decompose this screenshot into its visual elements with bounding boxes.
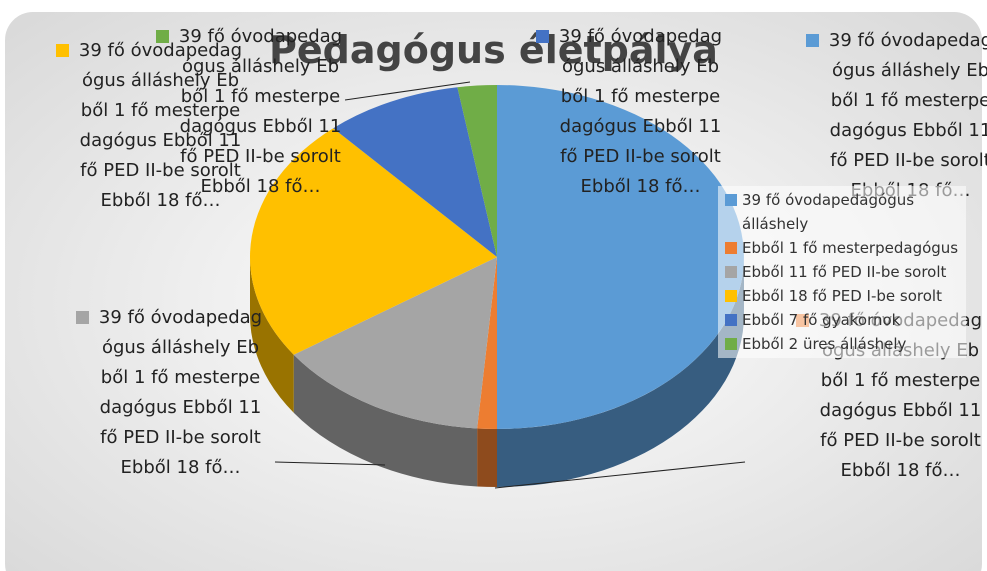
legend-item: Ebből 2 üres álláshely	[722, 332, 962, 356]
chart-title: Pedagógus életpálya	[269, 28, 718, 72]
legend-swatch	[725, 338, 737, 350]
leader-line	[274, 461, 386, 466]
slice-side	[293, 354, 478, 487]
legend-swatch	[725, 194, 737, 206]
legend-item: Ebből 7 fő gyakornok	[722, 308, 962, 332]
label-marker	[806, 34, 819, 47]
leader-line	[494, 461, 746, 489]
label-marker	[56, 44, 69, 57]
label-marker	[536, 30, 549, 43]
legend-item: Ebből 18 fő PED I-be sorolt	[722, 284, 962, 308]
legend-label: Ebből 11 fő PED II-be sorolt	[742, 263, 947, 281]
legend-label: 39 fő óvodapedagógus álláshely	[742, 191, 915, 233]
data-label: 39 fő óvodapedagógus álláshely Ebből 1 f…	[178, 26, 343, 197]
legend-label: Ebből 1 fő mesterpedagógus	[742, 239, 959, 257]
legend-label: Ebből 7 fő gyakornok	[742, 311, 901, 329]
legend-swatch	[725, 290, 737, 302]
slice	[250, 128, 497, 355]
data-label: 39 fő óvodapedagógus álláshely Ebből 1 f…	[828, 30, 987, 201]
slice-side	[477, 428, 497, 487]
legend-item: Ebből 1 fő mesterpedagógus	[722, 236, 962, 260]
data-label: 39 fő óvodapedagógus álláshely Ebből 1 f…	[78, 40, 243, 211]
data-label: 39 fő óvodapedagógus álláshely Ebből 1 f…	[98, 307, 263, 478]
slice	[333, 87, 497, 257]
slice	[497, 85, 744, 429]
legend-item: Ebből 11 fő PED II-be sorolt	[722, 260, 962, 284]
legend-item: 39 fő óvodapedagógus álláshely	[722, 188, 962, 236]
slice	[477, 257, 497, 429]
legend-swatch	[725, 314, 737, 326]
pie	[250, 85, 744, 487]
slice	[457, 85, 497, 257]
legend-swatch	[725, 242, 737, 254]
legend-label: Ebből 2 üres álláshely	[742, 335, 907, 353]
slice-side	[250, 257, 294, 413]
label-marker	[156, 30, 169, 43]
label-marker	[76, 311, 89, 324]
data-label: 39 fő óvodapedagógus álláshely Ebből 1 f…	[558, 26, 723, 197]
legend-swatch	[725, 266, 737, 278]
legend: 39 fő óvodapedagógus álláshely Ebből 1 fő…	[718, 186, 966, 358]
slice-side	[497, 257, 744, 487]
slice	[293, 257, 497, 429]
leader-line	[344, 81, 471, 101]
legend-label: Ebből 18 fő PED I-be sorolt	[742, 287, 942, 305]
